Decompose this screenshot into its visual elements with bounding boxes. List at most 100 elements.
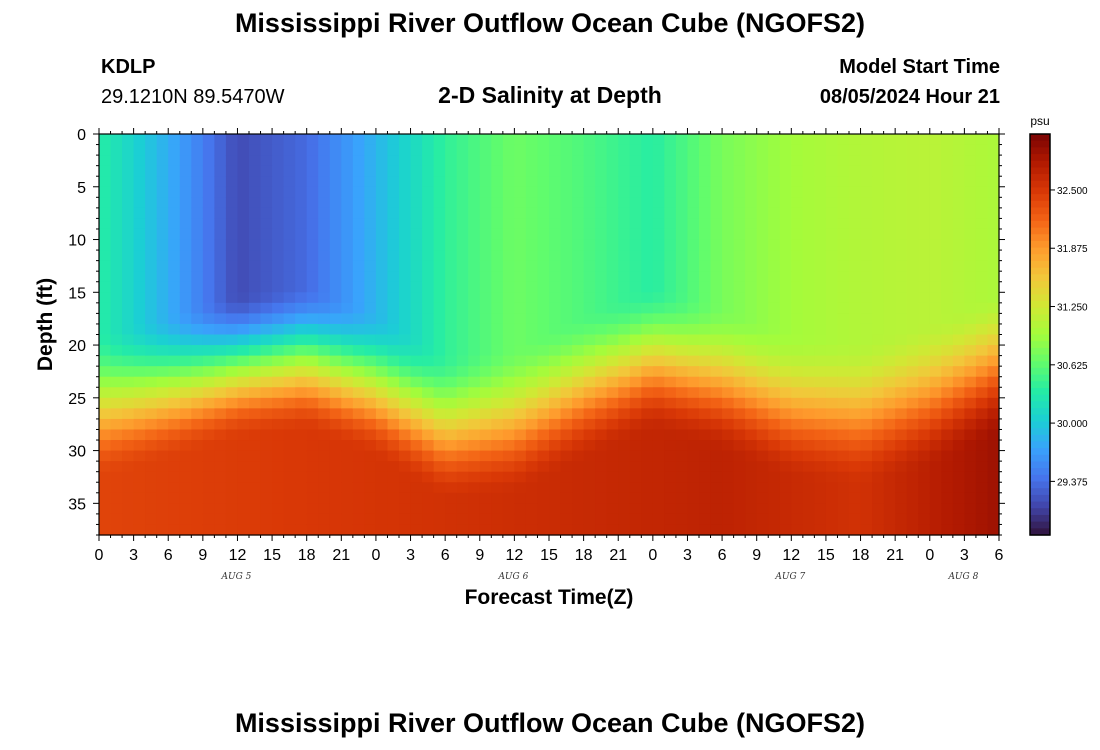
heatmap-cell (675, 482, 689, 494)
heatmap-cell (941, 376, 954, 388)
heatmap-cell (168, 207, 181, 220)
heatmap-cell (352, 461, 365, 473)
heatmap-cell (502, 271, 515, 283)
heatmap-cell (445, 155, 458, 167)
heatmap-cell (929, 471, 942, 483)
heatmap-cell (699, 440, 712, 452)
heatmap-cell (549, 471, 562, 483)
heatmap-cell (387, 134, 400, 146)
heatmap-cell (156, 155, 169, 167)
heatmap-cell (699, 408, 712, 420)
heatmap-cell (399, 524, 412, 536)
heatmap-cell (791, 134, 804, 146)
heatmap-cell (664, 228, 677, 241)
heatmap-cell (318, 186, 331, 198)
heatmap-cell (306, 513, 319, 526)
heatmap-cell (537, 366, 550, 378)
heatmap-cell (352, 503, 365, 515)
heatmap-cell (825, 492, 839, 504)
heatmap-cell (422, 471, 435, 483)
heatmap-cell (318, 440, 331, 452)
heatmap-cell (99, 376, 112, 388)
heatmap-cell (618, 271, 631, 283)
heatmap-cell (883, 260, 896, 272)
heatmap-cell (249, 292, 262, 304)
heatmap-cell (802, 197, 815, 209)
heatmap-cell (225, 239, 239, 251)
heatmap-cell (283, 281, 296, 293)
heatmap-cell (733, 228, 746, 241)
heatmap-cell (168, 197, 181, 209)
heatmap-cell (583, 176, 596, 188)
heatmap-cell (606, 218, 619, 230)
heatmap-cell (122, 218, 135, 230)
heatmap-cell (745, 334, 758, 346)
heatmap-cell (583, 366, 596, 378)
heatmap-cell (364, 228, 377, 241)
heatmap-cell (479, 302, 492, 314)
chart-subtitle: 2-D Salinity at Depth (438, 82, 662, 108)
heatmap-cell (156, 450, 169, 462)
heatmap-cell (825, 482, 839, 494)
heatmap-cell (722, 228, 735, 241)
heatmap-cell (479, 134, 492, 146)
heatmap-cell (941, 461, 954, 473)
heatmap-cell (122, 207, 135, 220)
heatmap-cell (99, 387, 112, 399)
heatmap-cell (514, 334, 527, 346)
colorbar-segment (1030, 521, 1050, 529)
heatmap-cell (768, 482, 781, 494)
heatmap-cell (191, 323, 204, 336)
heatmap-cell (214, 397, 227, 409)
heatmap-cell (133, 334, 146, 346)
heatmap-cell (364, 418, 377, 431)
heatmap-cell (445, 450, 458, 462)
heatmap-cell (122, 366, 135, 378)
heatmap-cell (422, 323, 435, 336)
heatmap-cell (456, 155, 469, 167)
heatmap-cell (110, 503, 123, 515)
heatmap-cell (641, 397, 654, 409)
heatmap-cell (410, 281, 423, 293)
heatmap-cell (964, 186, 977, 198)
heatmap-cell (479, 440, 492, 452)
heatmap-cell (410, 165, 423, 177)
heatmap-cell (883, 408, 896, 420)
heatmap-cell (595, 503, 608, 515)
heatmap-cell (756, 281, 769, 293)
heatmap-cell (214, 323, 227, 336)
heatmap-cell (225, 228, 239, 241)
heatmap-cell (745, 155, 758, 167)
heatmap-cell (652, 207, 665, 220)
heatmap-cell (952, 376, 965, 388)
heatmap-cell (837, 397, 850, 409)
heatmap-cell (675, 450, 689, 462)
heatmap-cell (479, 418, 492, 431)
heatmap-cell (202, 397, 215, 409)
heatmap-cell (675, 376, 689, 388)
heatmap-cell (722, 461, 735, 473)
heatmap-cell (825, 503, 839, 515)
heatmap-cell (502, 513, 515, 526)
x-tick-label: 18 (298, 547, 316, 564)
heatmap-cell (399, 387, 412, 399)
colorbar-segment (1030, 147, 1050, 155)
heatmap-cell (422, 281, 435, 293)
heatmap-cell (814, 292, 827, 304)
heatmap-cell (237, 292, 250, 304)
heatmap-cell (422, 134, 435, 146)
heatmap-cell (445, 429, 458, 441)
heatmap-cell (202, 176, 215, 188)
heatmap-cell (572, 176, 585, 188)
heatmap-cell (814, 376, 827, 388)
heatmap-cell (410, 440, 423, 452)
heatmap-cell (99, 366, 112, 378)
heatmap-cell (468, 218, 481, 230)
heatmap-cell (387, 176, 400, 188)
heatmap-cell (664, 207, 677, 220)
heatmap-cell (745, 250, 758, 262)
heatmap-cell (722, 408, 735, 420)
heatmap-cell (549, 134, 562, 146)
heatmap-cell (733, 355, 746, 367)
heatmap-cell (722, 440, 735, 452)
